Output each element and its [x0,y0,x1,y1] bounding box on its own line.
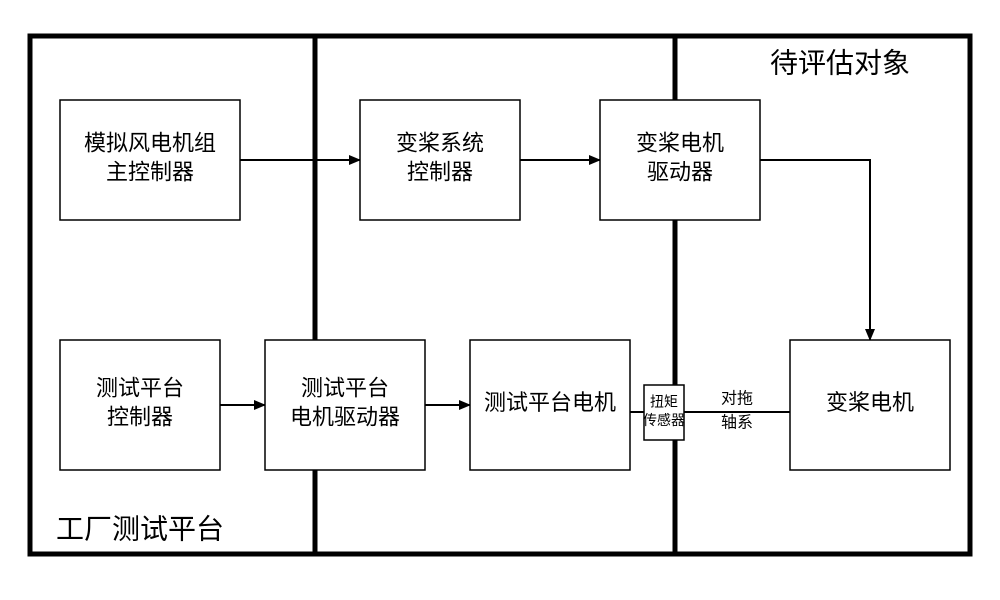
node-pitch_motor-line0: 变桨电机 [826,390,914,415]
node-pitch_sys_ctrl-line0: 变桨系统 [396,131,484,156]
node-main_ctrl-line0: 模拟风电机组 [84,131,216,156]
factory-platform-title: 工厂测试平台 [56,513,224,545]
node-torque_sensor: 扭矩传感器 [643,385,685,440]
node-test_motor_drv: 测试平台电机驱动器 [265,340,425,470]
node-test_ctrl-line1: 控制器 [107,404,173,429]
node-torque_sensor-line1: 传感器 [643,412,685,429]
node-pitch_sys_ctrl: 变桨系统控制器 [360,100,520,220]
node-test_ctrl-line0: 测试平台 [96,376,184,401]
node-pitch_motor_drv: 变桨电机驱动器 [600,100,760,220]
node-main_ctrl: 模拟风电机组主控制器 [60,100,240,220]
node-pitch_motor_drv-line0: 变桨电机 [636,131,724,156]
node-test_motor_drv-line1: 电机驱动器 [290,404,400,429]
diagram-canvas: 模拟风电机组主控制器变桨系统控制器变桨电机驱动器测试平台控制器测试平台电机驱动器… [0,0,1000,600]
node-test_motor-line0: 测试平台电机 [484,390,616,415]
node-torque_sensor-line0: 扭矩 [650,395,678,411]
label-coupling_l2: 轴系 [721,414,753,432]
node-pitch_motor_drv-line1: 驱动器 [647,159,713,184]
node-pitch_sys_ctrl-line1: 控制器 [407,159,473,184]
label-coupling_l1: 对拖 [721,390,753,408]
node-main_ctrl-line1: 主控制器 [106,159,194,184]
evaluation-object-title: 待评估对象 [770,47,910,79]
node-test_motor: 测试平台电机 [470,340,630,470]
node-test_ctrl: 测试平台控制器 [60,340,220,470]
node-pitch_motor: 变桨电机 [790,340,950,470]
node-test_motor_drv-line0: 测试平台 [301,376,389,401]
